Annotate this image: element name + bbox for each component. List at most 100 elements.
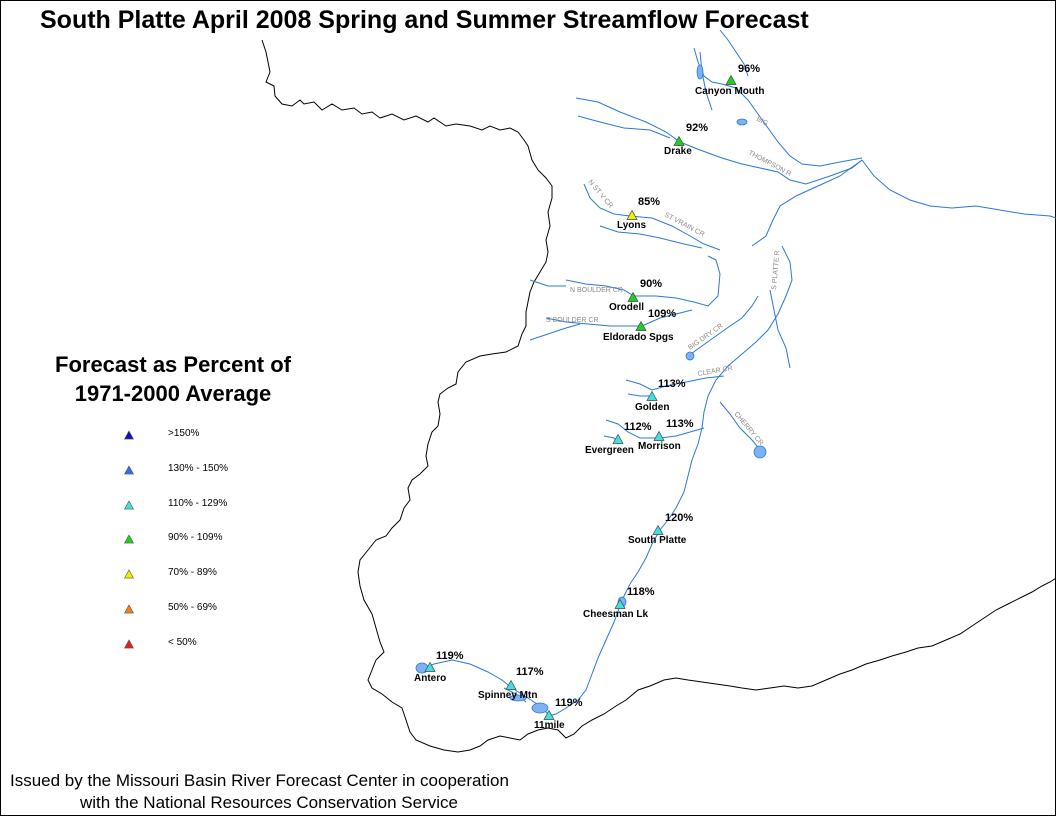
- station-name: Orodell: [609, 302, 644, 313]
- station-marker-icon: [543, 709, 555, 720]
- station-marker-icon: [505, 679, 517, 690]
- station-marker-icon: [646, 390, 658, 401]
- station-percent: 90%: [640, 278, 662, 290]
- legend-title-line1: Forecast as Percent of: [55, 352, 291, 377]
- station-marker-icon: [635, 320, 647, 331]
- legend-item: 70% - 89%: [124, 567, 304, 583]
- map-title: South Platte April 2008 Spring and Summe…: [40, 6, 809, 34]
- legend-label: 110% - 129%: [168, 497, 228, 509]
- legend-label: 130% - 150%: [168, 462, 229, 474]
- river-label-cherry: CHERRY CR: [732, 411, 764, 447]
- river-label-n-st-vrain: N ST V CR: [586, 179, 614, 210]
- reservoir-boyd: [736, 118, 748, 126]
- legend-symbol: [124, 604, 135, 614]
- station-percent: 92%: [686, 122, 708, 134]
- station-antero: 119% Antero: [414, 650, 464, 684]
- station-percent: 109%: [648, 308, 676, 320]
- legend-label: 90% - 109%: [168, 532, 223, 544]
- legend-title-line2: 1971-2000 Average: [74, 381, 272, 406]
- station-marker-icon: [652, 524, 664, 535]
- station-name: Cheesman Lk: [583, 609, 648, 620]
- station-percent: 119%: [555, 697, 583, 709]
- station-name: Canyon Mouth: [695, 86, 764, 97]
- station-evergreen: 112% Evergreen: [585, 421, 652, 456]
- legend-symbol: [124, 534, 135, 544]
- station-marker-icon: [626, 209, 638, 220]
- station-layer: 96% Canyon Mouth 92% Drake 85% Lyons 90% Orodel…: [414, 63, 764, 731]
- river-label-s-platte: S PLATTE R: [771, 250, 781, 290]
- station-orodell: 90% Orodell: [609, 278, 662, 313]
- river-label-thompson: THOMPSON R: [747, 150, 792, 178]
- river-label-big-dry: BIG DRY CR: [687, 323, 724, 352]
- legend-label: 70% - 89%: [168, 567, 217, 579]
- footer-line1: Issued by the Missouri Basin River Forec…: [10, 771, 509, 790]
- station-marker-icon: [627, 291, 639, 302]
- station-percent: 117%: [516, 666, 544, 678]
- legend-label: < 50%: [168, 636, 197, 648]
- station-11mile: 119% 11mile: [534, 697, 583, 731]
- station-name: Antero: [414, 673, 446, 684]
- legend-item: 90% - 109%: [124, 532, 304, 548]
- legend-item: 50% - 69%: [124, 602, 304, 618]
- station-canyon-mouth: 96% Canyon Mouth: [695, 63, 764, 97]
- legend-item: 130% - 150%: [124, 463, 304, 479]
- station-name: Evergreen: [585, 445, 634, 456]
- river-labels: THOMPSON R ST VRAIN CR N ST V CR S PLATT…: [546, 116, 792, 447]
- legend-item: < 50%: [124, 637, 304, 653]
- station-marker-icon: [424, 661, 436, 672]
- legend-symbol: [124, 569, 135, 579]
- station-percent: 118%: [627, 586, 655, 598]
- station-percent: 119%: [436, 650, 464, 662]
- legend-symbol: [124, 639, 135, 649]
- station-name: South Platte: [628, 535, 687, 546]
- station-percent: 96%: [738, 63, 760, 75]
- legend-label: 50% - 69%: [168, 602, 217, 613]
- legend-symbol: [124, 465, 135, 475]
- station-drake: 92% Drake: [664, 122, 708, 157]
- station-marker-icon: [653, 430, 665, 441]
- station-golden: 113% Golden: [635, 378, 686, 413]
- station-percent: 113%: [666, 418, 694, 430]
- legend-title: Forecast as Percent of 1971-2000 Average: [18, 350, 328, 408]
- station-lyons: 85% Lyons: [617, 196, 660, 231]
- legend-symbol: [124, 499, 135, 509]
- station-marker-icon: [612, 433, 624, 444]
- station-name: 11mile: [534, 720, 565, 731]
- station-spinney-mtn: 117% Spinney Mtn: [478, 666, 544, 701]
- basin-boundary: [261, 39, 1056, 753]
- legend-symbol: [124, 430, 135, 440]
- river-network: [419, 29, 1056, 717]
- station-cheesman-lk: 118% Cheesman Lk: [583, 586, 655, 620]
- legend-item: >150%: [124, 428, 304, 444]
- station-percent: 85%: [638, 196, 660, 208]
- station-south-platte: 120% South Platte: [628, 512, 693, 546]
- station-name: Eldorado Spgs: [603, 332, 674, 343]
- footer-line2: with the National Resources Conservation…: [80, 793, 458, 812]
- reservoir-elevenmile: [531, 702, 549, 714]
- river-label-n-boulder: N BOULDER CR: [570, 287, 623, 294]
- footer-credit: Issued by the Missouri Basin River Forec…: [10, 770, 610, 814]
- station-name: Spinney Mtn: [478, 690, 537, 701]
- reservoir-horsetooth: [696, 64, 704, 80]
- station-percent: 113%: [658, 378, 686, 390]
- station-name: Morrison: [638, 441, 681, 452]
- legend-item: 110% - 129%: [124, 498, 304, 514]
- station-name: Lyons: [617, 220, 647, 231]
- station-marker-icon: [614, 598, 626, 609]
- station-percent: 120%: [665, 512, 693, 524]
- reservoir-standley: [685, 351, 695, 361]
- river-label-clear: CLEAR CR: [697, 365, 733, 378]
- river-label-s-boulder: S BOULDER CR: [546, 317, 599, 324]
- reservoir-spinney: [509, 694, 527, 702]
- reservoir-cherry-creek: [753, 445, 767, 459]
- legend-label: >150%: [168, 428, 200, 439]
- station-marker-icon: [725, 74, 737, 85]
- station-morrison: 113% Morrison: [638, 418, 694, 452]
- station-name: Golden: [635, 402, 669, 413]
- station-percent: 112%: [624, 421, 652, 433]
- station-eldorado-spgs: 109% Eldorado Spgs: [603, 308, 676, 343]
- station-marker-icon: [673, 135, 685, 146]
- station-name: Drake: [664, 146, 692, 157]
